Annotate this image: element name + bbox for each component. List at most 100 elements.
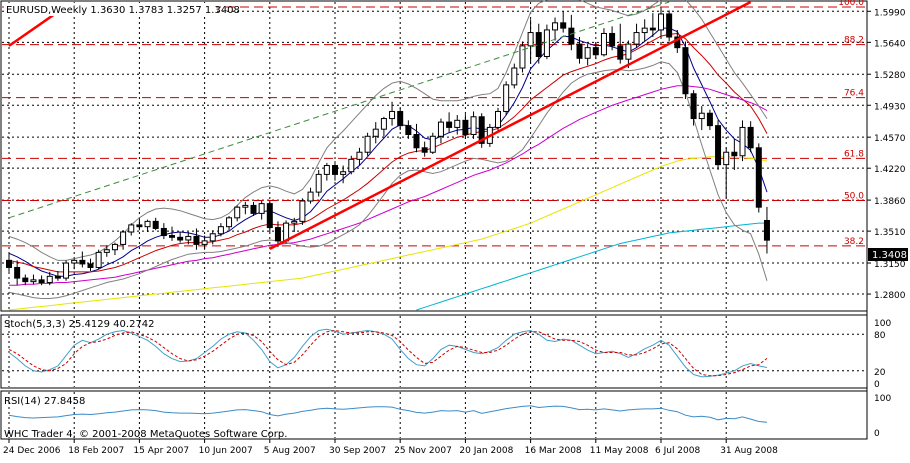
- rsi-panel-title: RSI(14) 27.8458: [4, 396, 85, 407]
- moving-average-line: [9, 85, 768, 286]
- candle-body-bullish: [470, 116, 477, 136]
- current-price-tag: [868, 248, 908, 261]
- candle-body-bearish: [568, 27, 575, 45]
- candle-body-bearish: [446, 121, 453, 128]
- candle-body-bullish: [437, 121, 444, 137]
- candle-body-bearish: [755, 147, 762, 208]
- candle-body-bullish: [226, 217, 233, 228]
- candle-body-bearish: [332, 165, 338, 175]
- price-axis-label: 1.5280: [874, 71, 906, 81]
- candle-body-bullish: [201, 240, 208, 245]
- stoch-axis-label: 0: [874, 380, 880, 390]
- date-axis-label: 24 Dec 2006: [3, 446, 61, 456]
- candle-body-bullish: [46, 275, 53, 284]
- trendline: [269, 0, 752, 250]
- candle-body-bearish: [136, 224, 143, 228]
- candle-body-bearish: [405, 125, 412, 136]
- candle-body-bearish: [160, 227, 167, 237]
- candle-body-bearish: [6, 259, 12, 268]
- fib-level-label: 100.0: [838, 0, 864, 8]
- candle-body-bullish: [495, 110, 501, 128]
- candle-body-bearish: [649, 27, 656, 31]
- candle-body-bearish: [617, 45, 624, 60]
- candle-body-bullish: [144, 220, 151, 228]
- candle-body-bullish: [584, 47, 591, 59]
- candle-body-bearish: [747, 126, 754, 149]
- candle-body-bearish: [169, 235, 175, 238]
- candle-body-bullish: [63, 262, 70, 279]
- candle-body-bearish: [462, 119, 469, 136]
- candle-body-bullish: [95, 251, 102, 268]
- date-axis-label: 25 Nov 2007: [394, 446, 452, 456]
- candle-body-bullish: [307, 191, 314, 202]
- rsi-axis-label: 0: [874, 429, 880, 439]
- candle-body-bearish: [666, 13, 673, 38]
- candle-body-bearish: [38, 279, 45, 284]
- date-axis-label: 18 Feb 2007: [68, 446, 124, 456]
- candle-body-bearish: [535, 32, 542, 58]
- candle-body-bearish: [250, 204, 257, 214]
- candle-body-bearish: [715, 125, 722, 166]
- stoch-panel-title: Stoch(5,3,3) 25.4129 40.2742: [4, 319, 155, 330]
- candle-body-bearish: [14, 266, 21, 279]
- rsi-line: [8, 405, 768, 423]
- candle-body-bullish: [658, 13, 664, 31]
- date-axis-label: 30 Sep 2007: [329, 446, 386, 456]
- candle-body-bearish: [731, 151, 738, 157]
- fib-level-label: 76.4: [844, 89, 864, 99]
- candle-body-bullish: [698, 112, 705, 120]
- moving-average-line: [8, 32, 768, 273]
- candle-body-bullish: [291, 220, 298, 224]
- moving-average-line: [8, 27, 768, 277]
- candle-body-bearish: [79, 259, 86, 265]
- candle-body-bullish: [356, 151, 363, 160]
- price-axis-labels: 1.5990 1.5640 1.5280 1.4930 1.4570 1.4220 1.38…: [867, 8, 906, 301]
- candle-body-bullish: [111, 243, 118, 251]
- candle-body-bullish: [340, 171, 347, 175]
- candle-body-bullish: [389, 110, 396, 120]
- rsi-axis-label: 100: [874, 394, 891, 404]
- candle-body-bullish: [299, 200, 306, 222]
- candle-body-bearish: [413, 134, 420, 149]
- price-axis-label: 1.4570: [874, 134, 906, 144]
- candle-body-bullish: [315, 173, 322, 193]
- candle-body-bearish: [177, 236, 184, 241]
- date-axis-label: 10 Jun 2007: [199, 446, 253, 456]
- candle-body-bullish: [380, 118, 387, 130]
- date-axis-label: 6 Jul 2008: [655, 446, 700, 456]
- candle-body-bullish: [600, 32, 607, 56]
- candle-body-bullish: [30, 279, 37, 283]
- date-axis-labels: 24 Dec 2006 18 Feb 2007 15 Apr 2007 10 Jun …: [3, 439, 778, 456]
- grid-lines: [2, 2, 866, 438]
- date-axis-label: 5 Aug 2007: [264, 446, 316, 456]
- price-axis-label: 1.3150: [874, 260, 906, 270]
- candle-body-bearish: [87, 263, 94, 268]
- candle-body-bullish: [185, 235, 192, 241]
- candle-body-bullish: [429, 135, 436, 153]
- moving-average-line: [416, 222, 767, 311]
- candle-body-bullish: [234, 206, 241, 219]
- candle-body-bearish: [706, 112, 713, 127]
- candle-body-bullish: [348, 158, 355, 173]
- candle-body-bullish: [242, 204, 249, 208]
- candle-body-bullish: [503, 84, 510, 112]
- fib-level-label: 88.2: [844, 36, 864, 46]
- candle-body-bullish: [543, 29, 550, 58]
- candle-body-bullish: [511, 67, 518, 86]
- candle-body-bullish: [323, 165, 330, 175]
- candle-body-bullish: [527, 32, 534, 47]
- stoch-axis-label: 80: [874, 331, 886, 341]
- candle-body-bearish: [193, 235, 200, 245]
- candle-body-bearish: [397, 110, 404, 127]
- candle-body-bearish: [274, 227, 281, 242]
- price-axis-label: 1.3860: [874, 197, 906, 207]
- date-axis-label: 11 May 2008: [590, 446, 649, 456]
- candle-body-bullish: [519, 45, 526, 69]
- price-axis-label: 1.4220: [874, 165, 906, 175]
- candle-body-bullish: [454, 119, 461, 128]
- date-axis-label: 20 Jan 2008: [459, 446, 513, 456]
- stochastic-oscillator: 100 80 20 0: [2, 319, 891, 390]
- candlesticks: [6, 7, 770, 286]
